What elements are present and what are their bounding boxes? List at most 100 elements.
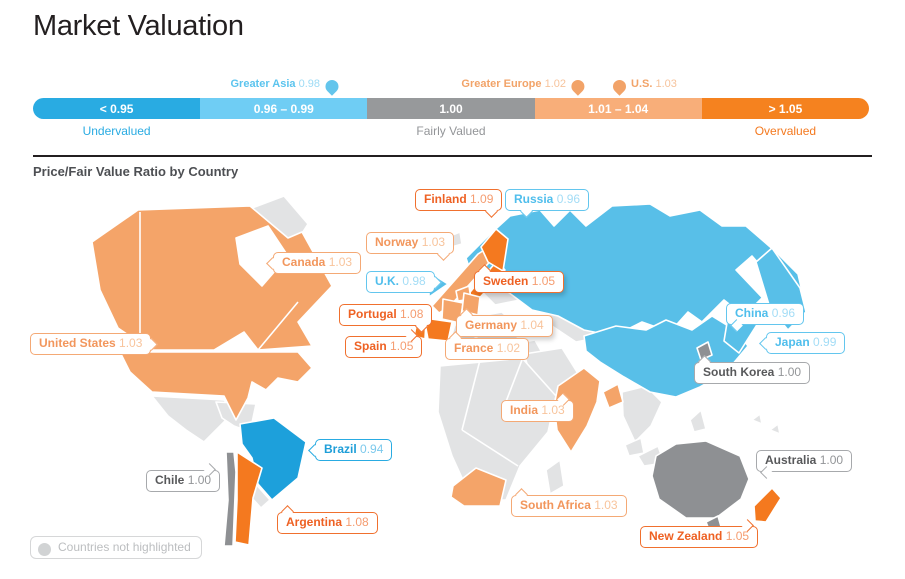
not-highlighted-dot-icon bbox=[38, 543, 51, 556]
country-name: South Africa bbox=[520, 498, 591, 512]
country-name: Canada bbox=[282, 255, 326, 269]
country-value: 1.08 bbox=[345, 515, 369, 529]
region-marker-u-s: U.S. 1.03 bbox=[610, 76, 677, 96]
country-name: Japan bbox=[775, 335, 810, 349]
map-shape-indonesia-1 bbox=[624, 437, 645, 457]
valuation-legend-bar: < 0.95 0.96 – 0.99 1.00 1.01 – 1.04 > 1.05 bbox=[33, 98, 869, 119]
map-shape-chile bbox=[223, 451, 237, 547]
region-marker-label: Greater Asia 0.98 bbox=[230, 78, 320, 90]
country-label-norway: Norway 1.03 bbox=[366, 232, 455, 261]
country-label-south-africa: South Africa 1.03 bbox=[511, 488, 627, 517]
country-value: 1.08 bbox=[400, 307, 424, 321]
country-name: Brazil bbox=[324, 442, 357, 456]
country-value: 0.98 bbox=[402, 274, 426, 288]
country-label-chile: Chile 1.00 bbox=[146, 463, 221, 492]
map-shape-south-africa bbox=[450, 467, 507, 507]
country-label-u-k: U.K. 0.98 bbox=[366, 271, 442, 293]
country-name: Sweden bbox=[483, 274, 529, 288]
country-value: 1.03 bbox=[594, 498, 618, 512]
region-marker-greater-asia: Greater Asia 0.98 bbox=[230, 76, 341, 96]
legend-caption-overvalued: Overvalued bbox=[754, 124, 817, 138]
country-value: 1.00 bbox=[819, 453, 844, 467]
country-name: Norway bbox=[375, 235, 419, 249]
country-name: Spain bbox=[354, 339, 387, 353]
country-label-india: India 1.03 bbox=[501, 393, 574, 422]
map-shape-africa bbox=[437, 357, 557, 501]
section-divider bbox=[33, 155, 872, 157]
legend-segment-1-00: 1.00 bbox=[367, 98, 535, 119]
country-name: South Korea bbox=[703, 365, 775, 379]
region-marker-label: U.S. 1.03 bbox=[631, 78, 677, 90]
country-value: 1.05 bbox=[531, 274, 556, 288]
country-name: New Zealand bbox=[649, 529, 723, 543]
country-name: Chile bbox=[155, 473, 185, 487]
legend-segment-0-96-0-99: 0.96 – 0.99 bbox=[200, 98, 368, 119]
map-shape-brazil bbox=[239, 417, 307, 501]
country-value: 1.05 bbox=[725, 529, 750, 543]
country-label-brazil: Brazil 0.94 bbox=[308, 439, 393, 461]
country-name: China bbox=[735, 306, 769, 320]
country-name: Finland bbox=[424, 192, 467, 206]
country-label-argentina: Argentina 1.08 bbox=[277, 505, 378, 534]
country-label-south-korea: South Korea 1.00 bbox=[694, 355, 811, 384]
legend-segment-0-95: < 0.95 bbox=[33, 98, 201, 119]
country-name: France bbox=[454, 341, 494, 355]
country-label-new-zealand: New Zealand 1.05 bbox=[640, 519, 759, 548]
country-label-sweden: Sweden 1.05 bbox=[474, 264, 565, 293]
country-label-australia: Australia 1.00 bbox=[756, 450, 853, 479]
country-value: 0.94 bbox=[360, 442, 384, 456]
country-label-germany: Germany 1.04 bbox=[456, 308, 553, 337]
country-value: 0.96 bbox=[556, 192, 581, 206]
map-shape-south-korea bbox=[696, 341, 713, 361]
map-shape-new-zealand bbox=[753, 487, 782, 523]
map-footnote-text: Countries not highlighted bbox=[58, 540, 191, 554]
country-label-france: France 1.02 bbox=[445, 331, 530, 360]
country-value: 1.04 bbox=[520, 318, 544, 332]
country-value: 1.03 bbox=[421, 235, 446, 249]
country-value: 0.96 bbox=[771, 306, 796, 320]
legend-captions: Undervalued Fairly Valued Overvalued bbox=[33, 124, 869, 138]
country-label-japan: Japan 0.99 bbox=[759, 332, 846, 354]
country-label-canada: Canada 1.03 bbox=[266, 252, 362, 274]
country-label-china: China 0.96 bbox=[726, 303, 805, 332]
legend-caption-fairly-valued: Fairly Valued bbox=[416, 124, 486, 138]
country-name: Argentina bbox=[286, 515, 343, 529]
region-marker-label: Greater Europe 1.02 bbox=[461, 78, 566, 90]
country-value: 1.09 bbox=[470, 192, 494, 206]
legend-segment-1-01-1-04: 1.01 – 1.04 bbox=[534, 98, 702, 119]
map-highlighted-countries bbox=[91, 203, 807, 547]
country-name: United States bbox=[39, 336, 116, 350]
country-value: 1.00 bbox=[187, 473, 212, 487]
map-shape-philippines bbox=[689, 409, 707, 433]
legend-caption-undervalued: Undervalued bbox=[82, 124, 151, 138]
country-value: 1.03 bbox=[328, 255, 353, 269]
country-value: 0.99 bbox=[813, 335, 837, 349]
legend-segment-1-05: > 1.05 bbox=[701, 98, 869, 119]
country-name: U.K. bbox=[375, 274, 399, 288]
page-title: Market Valuation bbox=[33, 10, 244, 42]
country-label-spain: Spain 1.05 bbox=[345, 329, 423, 358]
country-value: 1.02 bbox=[496, 341, 521, 355]
country-name: Portugal bbox=[348, 307, 397, 321]
country-value: 1.00 bbox=[777, 365, 802, 379]
country-name: Australia bbox=[765, 453, 817, 467]
map-heading: Price/Fair Value Ratio by Country bbox=[33, 164, 239, 179]
map-shape-finland bbox=[480, 228, 509, 272]
map-footnote: Countries not highlighted bbox=[30, 536, 202, 559]
map-shape-australia bbox=[651, 440, 750, 519]
country-value: 1.03 bbox=[119, 336, 143, 350]
map-shape-china bbox=[583, 315, 749, 398]
country-name: Russia bbox=[514, 192, 554, 206]
map-shape-pacific-1 bbox=[769, 423, 781, 435]
country-value: 1.03 bbox=[541, 403, 565, 417]
region-marker-greater-europe: Greater Europe 1.02 bbox=[461, 76, 587, 96]
map-shape-united-states bbox=[119, 351, 313, 421]
country-label-finland: Finland 1.09 bbox=[415, 189, 503, 218]
country-value: 1.05 bbox=[390, 339, 414, 353]
map-shape-pacific-2 bbox=[751, 413, 763, 425]
country-label-russia: Russia 0.96 bbox=[505, 189, 590, 218]
country-label-united-states: United States 1.03 bbox=[30, 333, 159, 355]
map-shape-argentina bbox=[234, 451, 263, 546]
country-name: Germany bbox=[465, 318, 518, 332]
